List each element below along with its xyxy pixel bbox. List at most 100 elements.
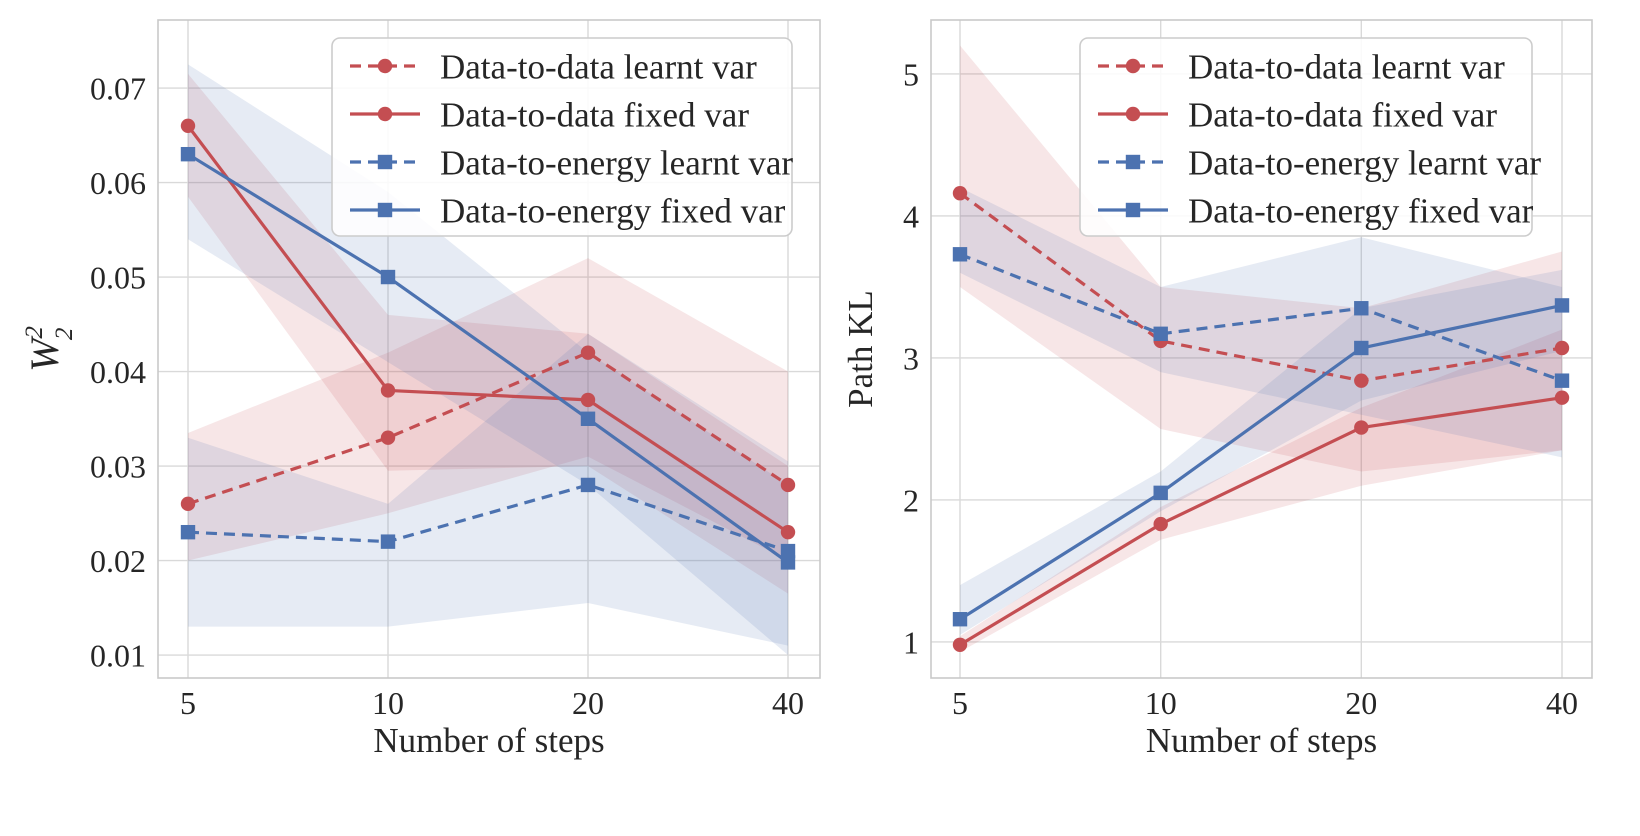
marker-square-series-2: [1354, 301, 1369, 316]
marker-circle-series-1: [180, 118, 196, 134]
marker-circle-series-1: [780, 524, 796, 540]
legend-label: Data-to-data fixed var: [1188, 96, 1497, 135]
legend-label: Data-to-energy learnt var: [1188, 144, 1541, 183]
legend-marker-square: [377, 202, 393, 218]
marker-circle-series-0: [580, 345, 596, 360]
marker-circle-series-0: [1354, 373, 1369, 388]
marker-square-series-2: [1153, 326, 1168, 342]
data-line-series-1: [186, 124, 789, 534]
legend-item: Data-to-energy fixed var: [1098, 192, 1534, 231]
x-tick-label: 20: [572, 685, 604, 721]
y-tick-label: 0.05: [90, 260, 146, 296]
legend-box: [331, 37, 793, 237]
x-tick-label: 5: [180, 685, 196, 721]
marker-square-series-2: [1554, 373, 1570, 388]
x-axis-label: Number of steps: [373, 721, 604, 760]
marker-square-series-3: [952, 612, 968, 627]
marker-circle-series-1: [1153, 516, 1168, 532]
data-line-series-1: [959, 396, 1563, 647]
legend-label: Data-to-energy learnt var: [440, 144, 793, 183]
y-tick-label: 2: [903, 482, 919, 518]
data-line-series-3: [187, 152, 789, 564]
axes-spines: [930, 19, 1593, 679]
y-axis-label: W2 2: [21, 326, 78, 372]
marker-circle-series-1: [380, 383, 396, 398]
x-tick-label: 10: [372, 685, 404, 721]
y-tick-label: 4: [903, 198, 919, 234]
marker-square-series-3: [780, 555, 796, 570]
legend-item: Data-to-energy learnt var: [350, 144, 793, 183]
x-axis-label: Number of steps: [1146, 721, 1377, 760]
data-line-series-2: [959, 252, 1563, 383]
legend-marker-circle: [377, 58, 393, 74]
marker-square-series-3: [1554, 298, 1570, 313]
marker-square-series-3: [1153, 485, 1168, 501]
x-tick-label: 5: [952, 685, 968, 721]
y-tick-label: 3: [903, 340, 919, 376]
legend-marker-square: [1125, 154, 1141, 170]
legend-label: Data-to-energy fixed var: [440, 192, 786, 231]
legend-label: Data-to-data learnt var: [1188, 48, 1505, 87]
legend-marker-circle: [1125, 58, 1141, 74]
x-tick-label: 40: [772, 685, 804, 721]
confidence-band-series-3: [960, 269, 1562, 635]
marker-circle-series-0: [1554, 340, 1570, 356]
confidence-band-series-2: [188, 333, 788, 646]
marker-square-series-2: [180, 524, 196, 540]
marker-circle-series-0: [180, 496, 196, 512]
confidence-band-series-1: [960, 329, 1562, 652]
y-axis-label: Path KL: [841, 290, 880, 408]
y-tick-label: 5: [903, 56, 919, 92]
marker-square-series-3: [180, 146, 196, 162]
confidence-band-series-0: [188, 258, 788, 561]
legend-item: Data-to-data learnt var: [350, 48, 757, 87]
marker-square-series-2: [952, 247, 968, 262]
marker-circle-series-1: [580, 392, 596, 408]
x-tick-label: 20: [1345, 685, 1377, 721]
legend-item: Data-to-data fixed var: [1098, 96, 1497, 135]
x-tick-label: 10: [1145, 685, 1177, 721]
panel-path-kl: 5 10 20 40 1 2 3 4 5 Number of steps Path KL Data-t…: [841, 19, 1593, 760]
marker-circle-series-1: [1554, 390, 1570, 405]
marker-circle-series-0: [380, 430, 396, 445]
legend-box: [1079, 37, 1533, 237]
y-tick-label: 1: [903, 624, 919, 660]
legend-item: Data-to-energy fixed var: [350, 192, 786, 231]
y-tick-label: 0.02: [90, 543, 146, 579]
marker-circle-series-0: [952, 186, 968, 201]
data-line-series-2: [187, 483, 789, 553]
y-tick-label: 0.07: [90, 71, 146, 107]
legend-item: Data-to-data learnt var: [1098, 48, 1505, 87]
data-line-series-0: [187, 351, 789, 506]
marker-square-series-2: [580, 477, 596, 493]
legend-item: Data-to-energy learnt var: [1098, 144, 1541, 183]
legend-label: Data-to-data learnt var: [440, 48, 757, 87]
y-tick-label: 0.03: [90, 449, 146, 485]
confidence-band-series-1: [188, 73, 788, 594]
y-tick-label: 0.04: [90, 354, 146, 390]
data-line-series-0: [959, 191, 1563, 383]
confidence-band-series-0: [960, 45, 1562, 472]
legend-marker-circle: [377, 106, 393, 122]
y-axis-label-sup: 2: [21, 326, 48, 339]
legend: Data-to-data learnt var Data-to-data fixe…: [331, 37, 793, 237]
axes-spines: [157, 19, 821, 679]
legend-item: Data-to-data fixed var: [350, 96, 749, 135]
x-tick-label: 40: [1546, 685, 1578, 721]
legend-label: Data-to-energy fixed var: [1188, 192, 1534, 231]
data-line-series-3: [959, 303, 1563, 621]
legend-label: Data-to-data fixed var: [440, 96, 749, 135]
legend-marker-circle: [1125, 106, 1141, 122]
legend-marker-square: [377, 154, 393, 170]
marker-square-series-3: [580, 411, 596, 426]
y-axis-label-main: W: [22, 335, 67, 372]
y-axis-label-sub: 2: [51, 328, 78, 341]
legend-marker-square: [1125, 202, 1141, 218]
legend: Data-to-data learnt var Data-to-data fixe…: [1079, 37, 1541, 237]
marker-square-series-2: [780, 543, 796, 559]
y-tick-label: 0.06: [90, 165, 146, 201]
marker-circle-series-0: [780, 477, 796, 493]
marker-square-series-3: [1354, 340, 1369, 356]
